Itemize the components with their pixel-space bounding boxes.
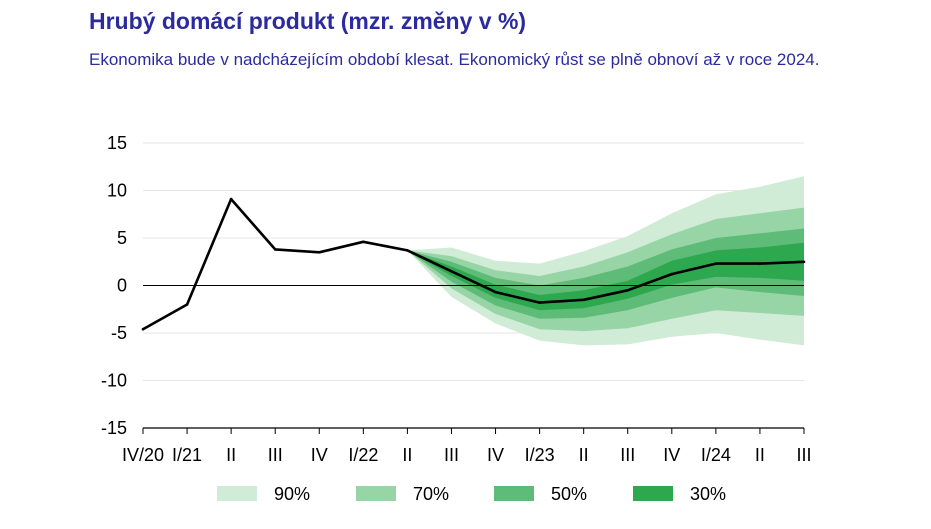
y-tick-label: 0: [117, 276, 127, 296]
gdp-point: [538, 301, 541, 304]
y-tick-label: -10: [101, 371, 127, 391]
x-tick-label: II: [226, 445, 236, 465]
x-tick-label: I/22: [348, 445, 378, 465]
gdp-line-layer: [141, 197, 806, 331]
chart-subtitle: Ekonomika bude v nadcházejícím období kl…: [89, 50, 820, 69]
y-tick-label: -5: [111, 323, 127, 343]
gdp-point: [582, 298, 585, 302]
chart-title: Hrubý domácí produkt (mzr. změny v %): [89, 8, 527, 34]
gdp-point: [670, 272, 674, 276]
gdp-point: [317, 250, 321, 254]
y-tick-label: -15: [101, 418, 127, 438]
gdp-point: [273, 248, 277, 251]
gdp-point: [802, 260, 806, 264]
gdp-point: [758, 262, 762, 265]
y-tick-label: 5: [117, 228, 127, 248]
gdp-point: [406, 249, 409, 252]
gdp-point: [494, 290, 497, 294]
y-tick-label: 15: [107, 133, 127, 153]
gdp-point: [714, 262, 718, 265]
legend-label: 90%: [274, 484, 310, 504]
fan-band-30pct: [407, 242, 804, 311]
gdp-point: [626, 288, 630, 292]
x-tick-label: IV: [487, 445, 504, 465]
legend-swatch-50pct: [494, 486, 534, 501]
legend-label: 30%: [690, 484, 726, 504]
x-tick-label: I/23: [525, 445, 555, 465]
x-tick-label: II: [579, 445, 589, 465]
x-tick-label: II: [755, 445, 765, 465]
x-tick-label: I/21: [172, 445, 202, 465]
legend-swatch-90pct: [217, 486, 257, 501]
gdp-point: [450, 269, 453, 273]
gdp-line: [142, 197, 805, 331]
x-tick-label: III: [444, 445, 459, 465]
axes: [142, 285, 805, 434]
gdp-point: [141, 327, 145, 331]
x-tick-label: II: [402, 445, 412, 465]
legend-label: 50%: [551, 484, 587, 504]
gdp-point: [185, 303, 189, 306]
fan-bands: [407, 176, 804, 346]
x-tick-label: III: [796, 445, 811, 465]
legend-swatch-70pct: [356, 486, 396, 501]
x-tick-label: IV: [663, 445, 680, 465]
gdp-point: [362, 240, 365, 244]
gdp-point: [229, 197, 233, 201]
x-tick-label: IV: [311, 445, 328, 465]
x-tick-label: IV/20: [122, 445, 164, 465]
x-tick-label: III: [268, 445, 283, 465]
legend-label: 70%: [413, 484, 449, 504]
legend: 90% 70% 50% 30%: [217, 484, 726, 504]
x-tick-label: III: [620, 445, 635, 465]
legend-swatch-30pct: [633, 486, 673, 501]
x-tick-label: I/24: [701, 445, 731, 465]
y-tick-label: 10: [107, 181, 127, 201]
